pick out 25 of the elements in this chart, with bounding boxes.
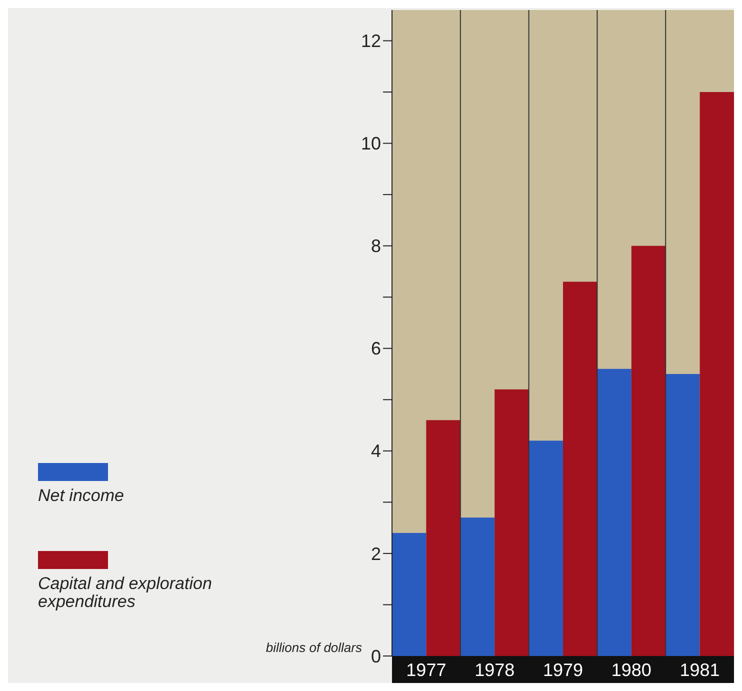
y-tick-label: 6 xyxy=(370,338,381,359)
y-tick-label: 0 xyxy=(370,646,381,666)
bar xyxy=(666,374,700,656)
bar xyxy=(528,440,563,656)
y-axis-title: billions of dollars xyxy=(266,640,362,655)
bar xyxy=(426,420,460,656)
bar xyxy=(631,246,666,656)
legend-label: Capital and exploration expenditures xyxy=(38,574,212,611)
x-tick-label: 1981 xyxy=(680,660,720,680)
y-tick-label: 8 xyxy=(370,236,381,256)
y-tick-label: 10 xyxy=(360,134,381,154)
y-tick-label: 4 xyxy=(370,441,381,462)
bar xyxy=(392,532,426,656)
bar xyxy=(563,282,598,656)
x-tick-label: 1977 xyxy=(406,660,446,680)
y-tick-label: 2 xyxy=(370,544,381,564)
bar xyxy=(700,92,734,656)
x-tick-label: 1978 xyxy=(474,660,515,680)
bar xyxy=(494,389,529,656)
bar xyxy=(460,518,495,656)
legend-label: Net income xyxy=(38,486,124,505)
y-tick-label: 12 xyxy=(360,31,381,52)
x-tick-label: 1980 xyxy=(611,660,652,680)
x-tick-label: 1979 xyxy=(542,660,584,680)
bar xyxy=(597,368,632,656)
